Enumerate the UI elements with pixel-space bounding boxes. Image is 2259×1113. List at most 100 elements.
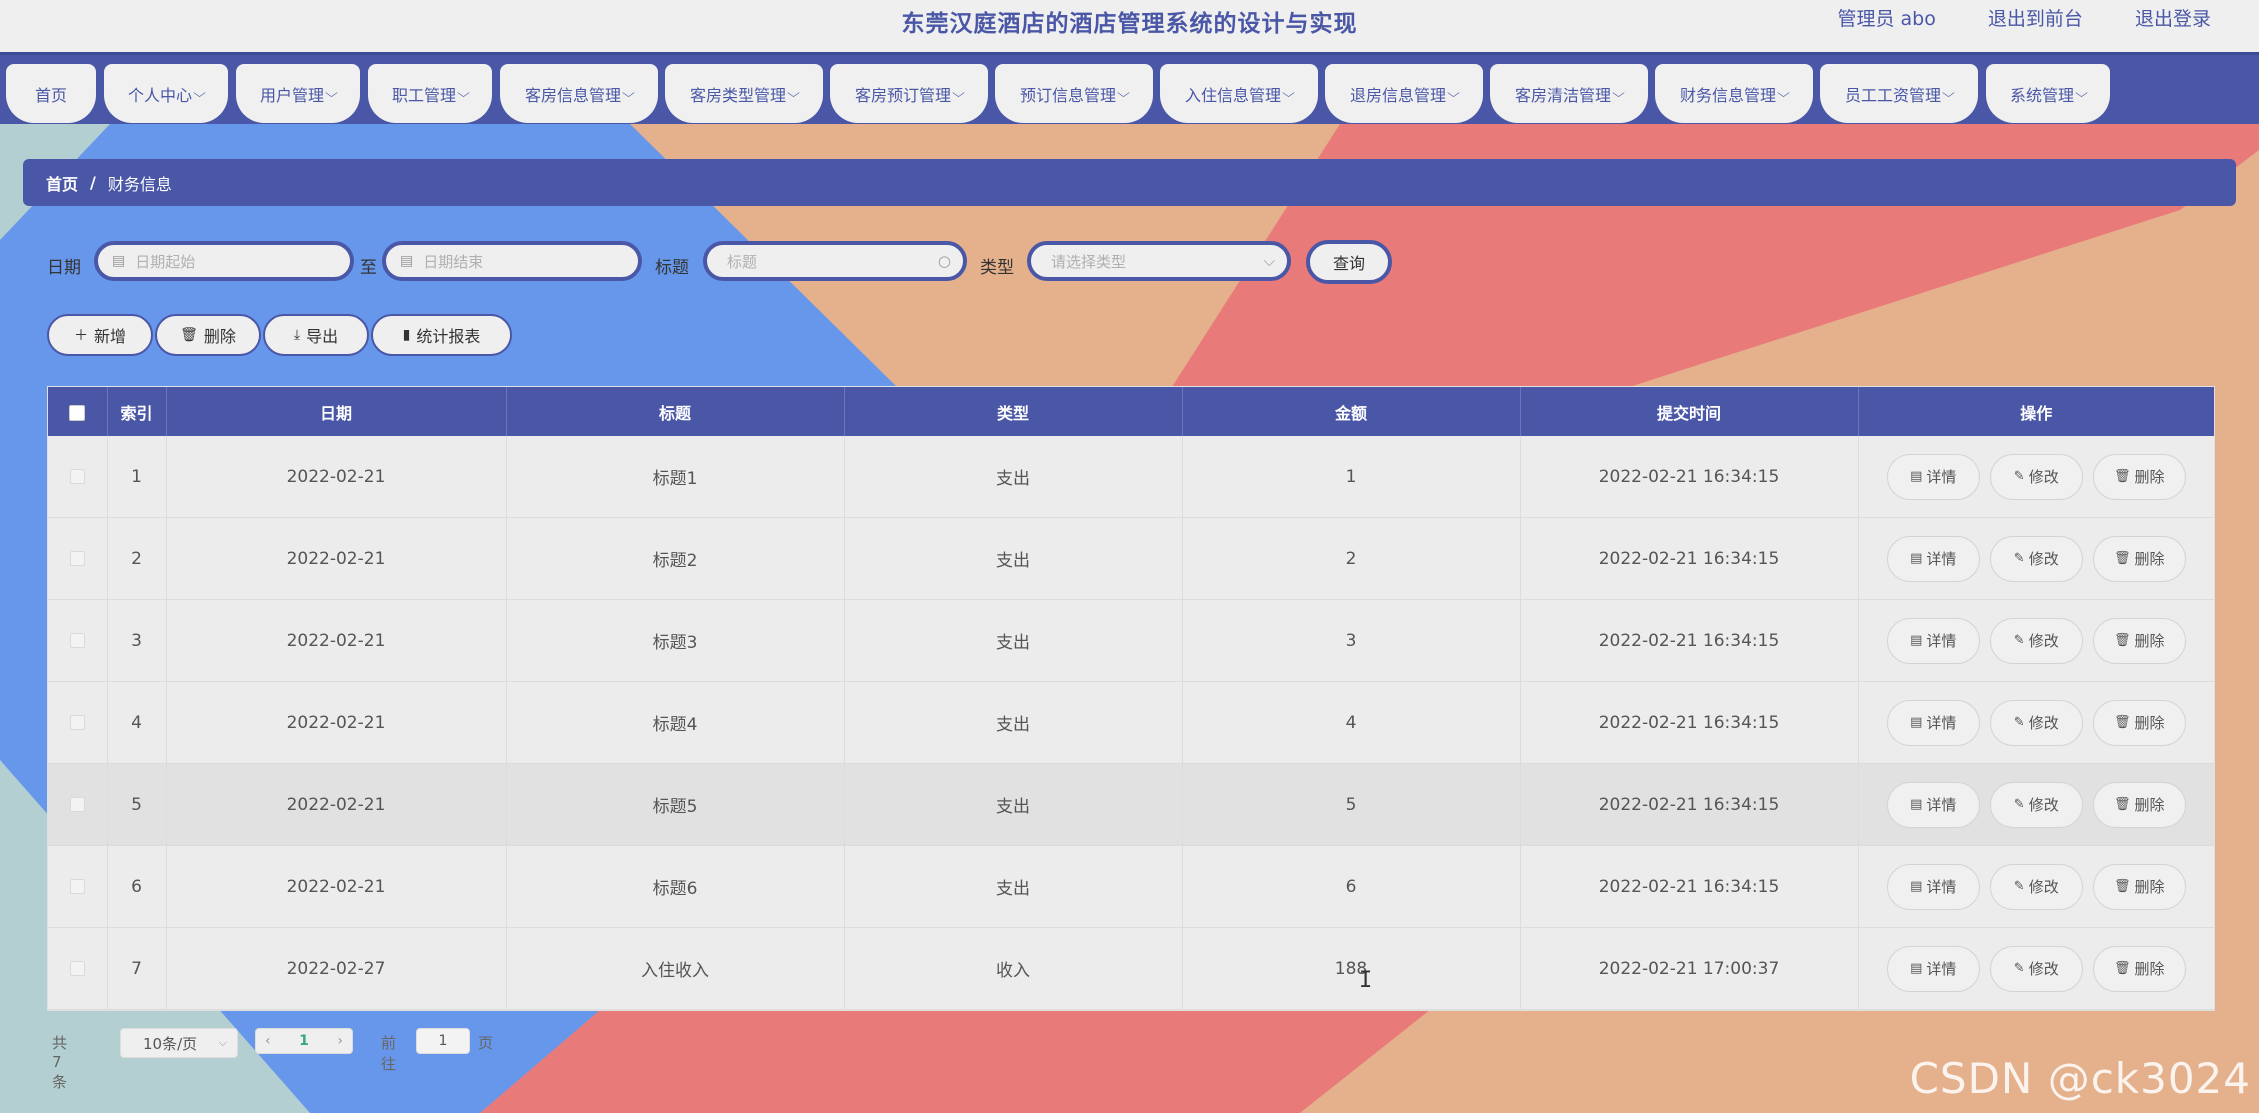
cell-title: 标题6 xyxy=(506,845,845,928)
nav-item-checkout-info[interactable]: 退房信息管理 ⌵ xyxy=(1325,64,1483,123)
row-select-cell[interactable] xyxy=(48,517,108,600)
plus-icon: ＋ xyxy=(73,328,88,344)
delete-button[interactable]: 🗑 删除 xyxy=(2092,535,2186,582)
add-button[interactable]: ＋ 新增 xyxy=(47,314,153,356)
finance-table: 索引 日期 标题 类型 金额 提交时间 操作 1 2022-02-21 标题1 支出 1… xyxy=(47,386,2215,1011)
edit-button[interactable]: ✎ 修改 xyxy=(1989,699,2083,746)
row-checkbox[interactable] xyxy=(69,797,85,812)
edit-button[interactable]: ✎ 修改 xyxy=(1989,535,2083,582)
detail-button[interactable]: ▤ 详情 xyxy=(1886,699,1980,746)
total-count: 共 7 条 xyxy=(52,1034,68,1091)
edit-label: 修改 xyxy=(2028,960,2059,978)
trash-icon: 🗑 xyxy=(2113,715,2131,730)
nav-item-room-info[interactable]: 客房信息管理 ⌵ xyxy=(500,64,658,123)
breadcrumb-separator: / xyxy=(90,173,96,192)
nav-item-label: 客房类型管理 xyxy=(689,85,786,105)
row-checkbox[interactable] xyxy=(69,633,85,648)
query-button[interactable]: 查询 xyxy=(1306,240,1392,284)
row-checkbox[interactable] xyxy=(69,715,85,730)
row-select-cell[interactable] xyxy=(48,436,108,518)
cell-index: 1 xyxy=(107,436,167,518)
detail-button[interactable]: ▤ 详情 xyxy=(1886,453,1980,500)
nav-item-salary[interactable]: 员工工资管理 ⌵ xyxy=(1820,64,1978,123)
nav-item-booking-info[interactable]: 预订信息管理 ⌵ xyxy=(995,64,1153,123)
row-select-cell[interactable] xyxy=(48,599,108,682)
delete-button[interactable]: 🗑 删除 xyxy=(2092,453,2186,500)
row-select-cell[interactable] xyxy=(48,927,108,1010)
edit-button[interactable]: ✎ 修改 xyxy=(1989,945,2083,992)
edit-button[interactable]: ✎ 修改 xyxy=(1989,617,2083,664)
pencil-icon: ✎ xyxy=(2013,469,2025,484)
nav-item-home[interactable]: 首页 xyxy=(6,64,96,123)
nav-item-checkin-info[interactable]: 入住信息管理 ⌵ xyxy=(1160,64,1318,123)
detail-button[interactable]: ▤ 详情 xyxy=(1886,535,1980,582)
nav-item-finance-info[interactable]: 财务信息管理 ⌵ xyxy=(1655,64,1813,123)
delete-button[interactable]: 🗑 删除 xyxy=(2092,617,2186,664)
detail-button[interactable]: ▤ 详情 xyxy=(1886,945,1980,992)
nav-item-room-cleaning[interactable]: 客房清洁管理 ⌵ xyxy=(1490,64,1648,123)
nav-item-user-management[interactable]: 用户管理 ⌵ xyxy=(236,64,360,123)
delete-button[interactable]: 🗑 删除 xyxy=(2092,863,2186,910)
cell-operations: ▤ 详情 ✎ 修改 🗑 删除 xyxy=(1858,845,2214,928)
batch-delete-button[interactable]: 🗑 删除 xyxy=(155,314,261,356)
edit-button[interactable]: ✎ 修改 xyxy=(1989,453,2083,500)
date-start-input[interactable]: ▤ 日期起始 xyxy=(94,241,354,281)
export-button[interactable]: ⤓ 导出 xyxy=(263,314,369,356)
pencil-icon: ✎ xyxy=(2013,879,2025,894)
row-select-cell[interactable] xyxy=(48,681,108,764)
chevron-down-icon: ⌵ xyxy=(1612,86,1625,100)
chevron-down-icon: ⌵ xyxy=(1282,86,1295,100)
delete-button[interactable]: 🗑 删除 xyxy=(2092,781,2186,828)
cell-amount: 2 xyxy=(1182,517,1521,600)
nav-item-staff-management[interactable]: 职工管理 ⌵ xyxy=(368,64,492,123)
trash-icon: 🗑 xyxy=(2113,469,2131,484)
select-all-checkbox[interactable] xyxy=(69,404,86,421)
row-checkbox[interactable] xyxy=(69,469,85,484)
nav-item-room-booking[interactable]: 客房预订管理 ⌵ xyxy=(830,64,988,123)
document-icon: ▤ xyxy=(1910,633,1923,648)
row-actions: ▤ 详情 ✎ 修改 🗑 删除 xyxy=(1859,535,2215,582)
cell-date: 2022-02-21 xyxy=(166,599,507,682)
detail-button[interactable]: ▤ 详情 xyxy=(1886,863,1980,910)
row-checkbox[interactable] xyxy=(69,879,85,894)
row-select-cell[interactable] xyxy=(48,763,108,846)
goto-page-input[interactable]: 1 xyxy=(416,1028,470,1054)
logout-link[interactable]: 退出登录 xyxy=(2134,8,2211,30)
cell-date: 2022-02-21 xyxy=(166,517,507,600)
detail-button[interactable]: ▤ 详情 xyxy=(1886,617,1980,664)
nav-item-label: 用户管理 xyxy=(259,85,324,105)
date-end-input[interactable]: ▤ 日期结束 xyxy=(382,241,642,281)
cell-date: 2022-02-21 xyxy=(166,763,507,846)
nav-item-system[interactable]: 系统管理 ⌵ xyxy=(1986,64,2110,123)
page-size-select[interactable]: 10条/页 ⌵ xyxy=(120,1028,238,1058)
action-bar: ＋ 新增 🗑 删除 ⤓ 导出 ▮ 统计报表 xyxy=(0,314,800,358)
cell-amount: 5 xyxy=(1182,763,1521,846)
document-icon: ▤ xyxy=(1910,961,1923,976)
title-search-input[interactable]: 标题 ○ xyxy=(703,241,967,281)
chevron-down-icon: ⌵ xyxy=(1942,86,1955,100)
column-header-title: 标题 xyxy=(506,387,845,436)
edit-button[interactable]: ✎ 修改 xyxy=(1989,863,2083,910)
select-all-cell[interactable] xyxy=(48,387,108,436)
next-page-icon[interactable]: › xyxy=(337,1033,343,1049)
nav-item-room-type[interactable]: 客房类型管理 ⌵ xyxy=(665,64,823,123)
row-checkbox[interactable] xyxy=(69,961,85,976)
row-checkbox[interactable] xyxy=(69,551,85,566)
delete-button[interactable]: 🗑 删除 xyxy=(2092,945,2186,992)
breadcrumb-home[interactable]: 首页 xyxy=(46,174,79,194)
detail-button[interactable]: ▤ 详情 xyxy=(1886,781,1980,828)
delete-button[interactable]: 🗑 删除 xyxy=(2092,699,2186,746)
row-select-cell[interactable] xyxy=(48,845,108,928)
type-select[interactable]: 请选择类型 ⌵ xyxy=(1027,241,1291,281)
prev-page-icon[interactable]: ‹ xyxy=(265,1033,271,1049)
nav-item-personal-center[interactable]: 个人中心 ⌵ xyxy=(104,64,228,123)
cell-amount: 6 xyxy=(1182,845,1521,928)
cell-operations: ▤ 详情 ✎ 修改 🗑 删除 xyxy=(1858,927,2214,1010)
current-page[interactable]: 1 xyxy=(299,1033,309,1049)
report-button[interactable]: ▮ 统计报表 xyxy=(371,314,512,356)
date-start-placeholder: 日期起始 xyxy=(135,252,196,271)
edit-button[interactable]: ✎ 修改 xyxy=(1989,781,2083,828)
front-link[interactable]: 退出到前台 xyxy=(1987,8,2083,30)
column-header-submit-time: 提交时间 xyxy=(1520,387,1859,436)
detail-label: 详情 xyxy=(1926,878,1957,896)
